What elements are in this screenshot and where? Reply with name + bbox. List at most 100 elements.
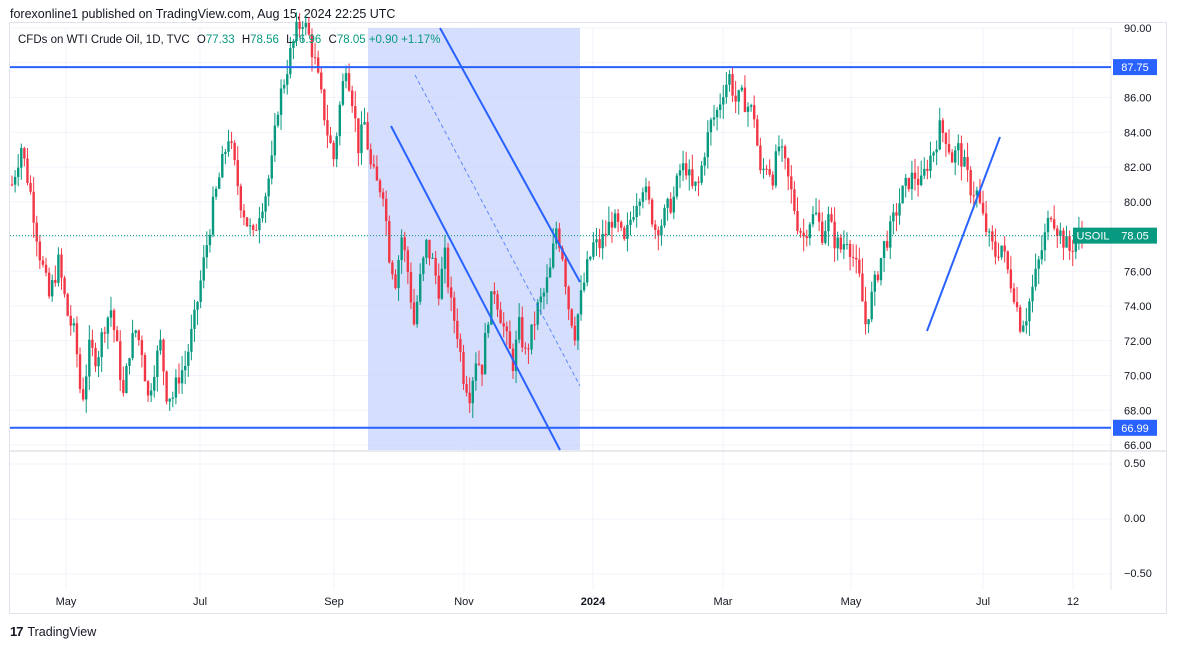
candle-body [252, 225, 255, 230]
candle-body [295, 21, 298, 41]
candle-body [734, 95, 737, 102]
candle-body [326, 120, 329, 136]
candle-body [644, 186, 648, 193]
candle-body [1000, 245, 1003, 258]
x-tick-label: Mar [714, 596, 733, 608]
candle-body [304, 22, 307, 28]
candle-body [548, 267, 552, 278]
candle-body [69, 315, 72, 326]
candle-body [895, 212, 898, 216]
candle-body [681, 163, 685, 171]
candle-body [647, 186, 651, 200]
candle-body [109, 310, 113, 318]
candle-body [468, 392, 471, 404]
footer-branding[interactable]: 17 TradingView [10, 624, 96, 639]
candle-body [984, 213, 988, 232]
candle-body [125, 366, 128, 394]
date-range-highlight[interactable] [368, 28, 580, 450]
candle-body [783, 146, 787, 159]
candle-body [419, 274, 422, 302]
candle-body [898, 203, 901, 216]
indicator-tick-label: 0.00 [1124, 513, 1145, 525]
candle-body [211, 196, 215, 235]
candle-body [527, 348, 530, 350]
legend-open-label: O [196, 34, 206, 46]
chart-panel[interactable] [9, 22, 1167, 614]
candle-body [876, 274, 880, 281]
candle-body [524, 347, 527, 349]
channel-upper-line[interactable] [439, 27, 581, 283]
candle-body [193, 309, 196, 329]
candle-body [156, 350, 159, 378]
candle-body [143, 355, 147, 382]
candle-body [149, 390, 153, 396]
candle-body [496, 294, 499, 310]
candle-body [137, 330, 140, 341]
symbol-badge[interactable] [1073, 227, 1113, 244]
candle-body [598, 239, 601, 249]
channel-lower-line[interactable] [390, 125, 561, 451]
candle-body [1022, 325, 1025, 332]
candle-body [1040, 250, 1043, 260]
candle-body [762, 168, 765, 171]
candle-body [279, 88, 283, 115]
candle-body [848, 244, 852, 257]
candle-body [347, 73, 351, 91]
candle-body [44, 264, 48, 273]
candle-body [273, 125, 277, 156]
y-tick-label: 82.00 [1124, 162, 1152, 174]
candle-body [428, 239, 431, 259]
candle-body [406, 250, 410, 272]
candle-body [131, 332, 134, 359]
candle-body [542, 292, 546, 297]
candle-body [357, 118, 360, 154]
y-tick-label: 90.00 [1124, 23, 1152, 35]
candle-body [20, 148, 23, 168]
candle-body [889, 221, 892, 248]
trend-line[interactable] [926, 136, 1001, 332]
candle-body [242, 210, 246, 218]
candle-body [725, 84, 728, 98]
candle-body [851, 256, 855, 258]
candle-body [103, 332, 106, 334]
candle-body [474, 363, 478, 381]
candle-body [759, 145, 762, 171]
candle-body [363, 122, 366, 125]
candle-body [13, 176, 17, 185]
candle-body [112, 310, 116, 331]
candle-body [842, 244, 846, 250]
candle-body [545, 277, 549, 293]
candle-body [969, 170, 972, 196]
candle-body [740, 87, 744, 91]
candle-body [811, 214, 815, 225]
candle-body [539, 296, 543, 303]
candle-body [756, 119, 759, 146]
candle-body [623, 227, 626, 239]
legend-close-label: C [328, 34, 337, 46]
candle-body [159, 339, 162, 351]
candle-body [388, 221, 391, 263]
y-tick-label: 74.00 [1124, 301, 1152, 313]
candle-body [199, 280, 202, 303]
candle-body [771, 174, 774, 186]
candle-body [1052, 219, 1056, 229]
candle-body [663, 207, 666, 226]
x-tick-label: Jul [976, 596, 990, 608]
candle-body [691, 169, 694, 186]
candle-body [635, 205, 638, 218]
candle-body [26, 158, 29, 183]
candle-body [245, 217, 249, 227]
candle-body [437, 275, 440, 299]
candle-body [932, 152, 935, 156]
candle-body [845, 244, 849, 246]
candle-body [916, 178, 920, 186]
candle-body [1025, 321, 1028, 326]
symbol-badge-label: USOIL [1076, 231, 1109, 243]
candle-body [316, 57, 320, 73]
candle-body [641, 192, 645, 202]
candle-body [1012, 288, 1016, 303]
candle-body [774, 151, 778, 186]
price-axis-label: 78.05 [1121, 231, 1149, 243]
candle-body [752, 105, 756, 120]
